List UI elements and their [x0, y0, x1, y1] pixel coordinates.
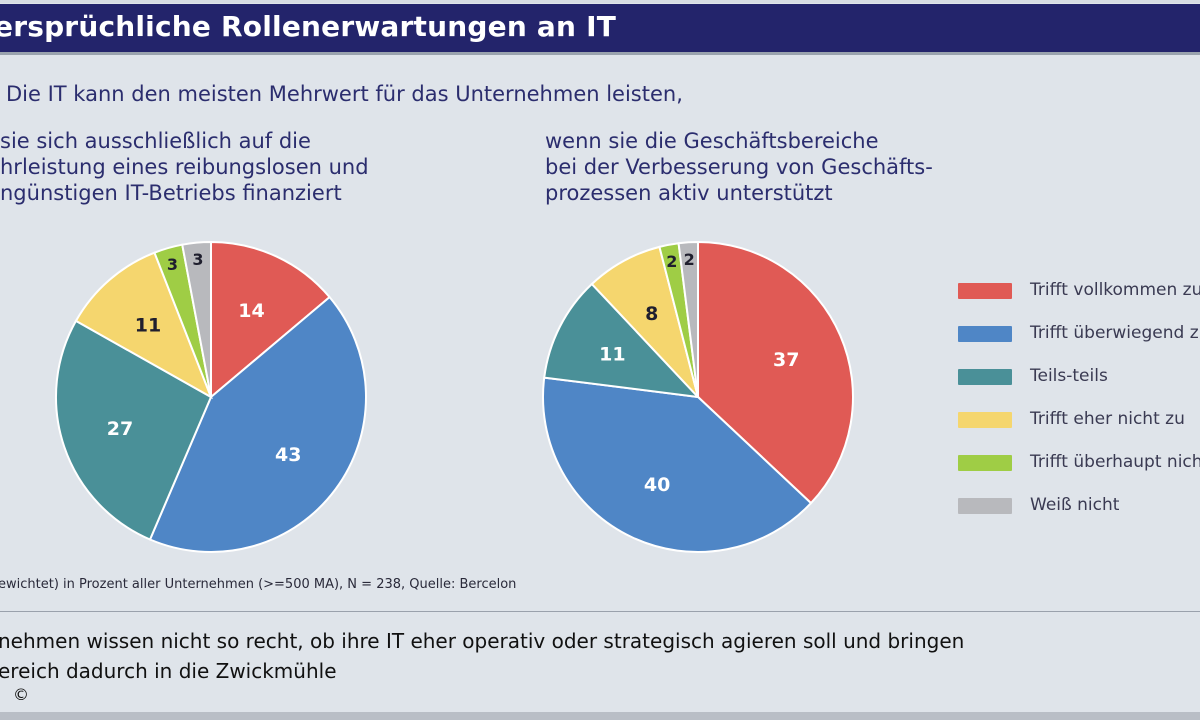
pie-slice: [181, 240, 212, 398]
right-pie-subtitle: wenn sie die Geschäftsbereiche bei der V…: [545, 128, 933, 206]
right-subtitle-line: prozessen aktiv unterstützt: [545, 181, 833, 205]
right-subtitle-line: bei der Verbesserung von Geschäfts-: [545, 155, 933, 179]
legend-label: Trifft überwiegend zu: [1030, 323, 1200, 343]
pie-value-label: 40: [644, 474, 670, 496]
chart-title: ersprüchliche Rollenerwartungen an IT: [0, 10, 616, 43]
pie-value-label: 11: [135, 314, 161, 336]
frame-top: [0, 0, 1200, 3]
left-subtitle-line: ngünstigen IT-Betriebs finanziert: [0, 181, 342, 205]
title-bar: ersprüchliche Rollenerwartungen an IT: [0, 4, 1200, 55]
legend-swatch: [958, 498, 1012, 514]
left-subtitle-line: hrleistung eines reibungslosen und: [0, 155, 369, 179]
legend-swatch: [958, 369, 1012, 385]
question-text: Die IT kann den meisten Mehrwert für das…: [6, 82, 683, 106]
legend-swatch: [958, 412, 1012, 428]
source-note: ewichtet) in Prozent aller Unternehmen (…: [0, 577, 517, 592]
pie-value-label: 27: [107, 418, 133, 440]
pie-value-label: 37: [773, 349, 799, 371]
pie-value-label: 14: [238, 300, 264, 322]
pie-value-label: 11: [599, 343, 625, 365]
pie-slice: [210, 240, 331, 400]
pie-slice: [543, 282, 701, 399]
pie-value-label: 8: [645, 303, 658, 325]
pie-value-label: 2: [666, 252, 677, 271]
pie-value-label: 43: [275, 444, 301, 466]
pie-value-label: 2: [684, 250, 695, 269]
caption: nehmen wissen nicht so recht, ob ihre IT…: [0, 626, 964, 686]
caption-line: nehmen wissen nicht so recht, ob ihre IT…: [0, 629, 965, 653]
legend-label: Teils-teils: [1030, 366, 1108, 386]
pie-slice: [677, 240, 699, 398]
pie-slice: [148, 295, 367, 553]
divider: [0, 611, 1200, 612]
legend-swatch: [958, 283, 1012, 299]
pie-value-label: 3: [167, 255, 178, 274]
pie-value-label: 3: [192, 250, 203, 269]
left-subtitle-line: sie sich ausschließlich auf die: [0, 129, 311, 153]
right-subtitle-line: wenn sie die Geschäftsbereiche: [545, 129, 879, 153]
legend-swatch: [958, 326, 1012, 342]
caption-line: ereich dadurch in die Zwickmühle: [0, 659, 337, 683]
bottom-band: [0, 712, 1200, 720]
legend-label: Trifft überhaupt nicht zu: [1030, 452, 1200, 472]
pie-slice: [74, 251, 213, 400]
legend-swatch: [958, 455, 1012, 471]
legend-label: Trifft vollkommen zu: [1030, 280, 1200, 300]
left-pie-subtitle: sie sich ausschließlich auf die hrleistu…: [0, 128, 369, 206]
legend-label: Weiß nicht: [1030, 495, 1120, 515]
pie-charts: 14 43 27 11 3 3 37 40 11 8 2 2: [55, 240, 854, 553]
pie-slice: [697, 240, 854, 505]
pie-slice: [542, 376, 813, 553]
copyright-icon: ©: [13, 685, 29, 704]
legend-label: Trifft eher nicht zu: [1030, 409, 1185, 429]
